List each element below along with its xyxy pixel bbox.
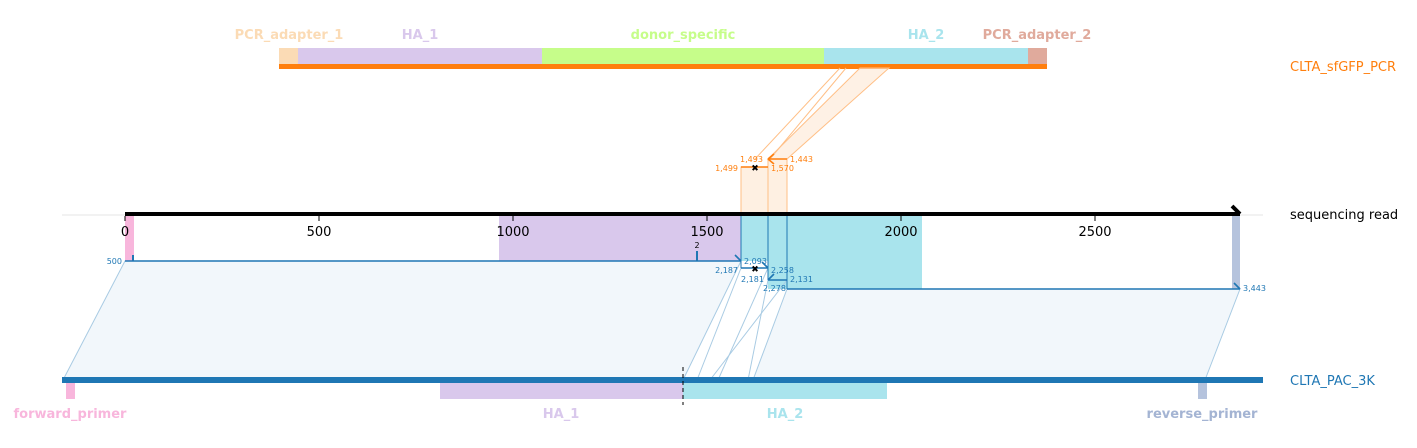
bottom-alignment-segment <box>767 273 787 281</box>
projection-ha-2 <box>768 215 922 289</box>
bottom-alignment-line <box>709 279 788 381</box>
bottom-alignment-line <box>747 279 769 381</box>
top-alignment-label: 1,493 <box>740 155 763 164</box>
projection-forward-primer <box>125 215 134 261</box>
read-feature-projections <box>125 215 1240 289</box>
bottom-feature-label-ha-2: HA_2 <box>767 407 804 422</box>
top-reference-bar <box>279 64 1047 69</box>
top-alignment-line <box>769 67 847 160</box>
bottom-alignment-label: 2,187 <box>715 266 738 275</box>
bottom-alignment-label: 2,093 <box>744 257 767 266</box>
bottom-alignment-mismatch: ✖ <box>751 265 759 275</box>
bottom-alignment-label: 2,131 <box>790 275 813 284</box>
top-alignment-fan <box>766 67 891 160</box>
top-feature-pcr-adapter-1 <box>279 48 298 65</box>
bottom-alignment: ✖ 500 2 2,093 2,187 2,258 2,181 2,131 2,… <box>62 215 1266 381</box>
bottom-reference: forward_primer HA_1 HA_2 reverse_primer … <box>14 367 1375 422</box>
bottom-alignment-segment <box>787 282 1241 290</box>
projection-reverse-primer <box>1232 215 1240 289</box>
top-feature-ha-2 <box>824 48 1028 65</box>
bottom-alignment-label: 2 <box>694 241 699 250</box>
bottom-alignment-line <box>696 267 742 381</box>
top-feature-pcr-adapter-2 <box>1028 48 1047 65</box>
bottom-feature-forward-primer <box>66 383 75 399</box>
top-alignment-mismatch: ✖ <box>751 164 759 174</box>
bottom-alignment-insertion <box>132 251 698 261</box>
axis-tick-label: 2000 <box>884 225 917 240</box>
top-alignment-label: 1,499 <box>715 164 738 173</box>
top-feature-label-ha-2: HA_2 <box>908 28 945 43</box>
top-feature-label-ha-1: HA_1 <box>402 28 439 43</box>
bottom-alignment-label: 500 <box>107 257 122 266</box>
projection-ha-1 <box>499 215 741 261</box>
bottom-feature-reverse-primer <box>1198 383 1207 399</box>
top-alignment: ✖ 1,499 1,493 1,443 1,570 <box>715 67 891 216</box>
bottom-alignment-line <box>717 267 769 381</box>
bottom-feature-label-reverse-primer: reverse_primer <box>1147 407 1259 422</box>
bottom-alignment-label: 3,443 <box>1243 284 1266 293</box>
top-reference-name: CLTA_sfGFP_PCR <box>1290 60 1396 75</box>
sequencing-read: 0 500 1000 1500 2000 2500 sequencing rea… <box>62 204 1398 240</box>
top-reference: PCR_adapter_1 HA_1 donor_specific HA_2 P… <box>235 28 1396 75</box>
bottom-feature-ha-1 <box>440 383 683 399</box>
bottom-alignment-label: 2,278 <box>763 284 786 293</box>
bottom-alignment-label: 2,181 <box>741 275 764 284</box>
top-feature-label-pcr-adapter-2: PCR_adapter_2 <box>983 28 1092 43</box>
bottom-alignment-segment <box>741 261 769 269</box>
axis-tick-label: 1000 <box>496 225 529 240</box>
read-name: sequencing read <box>1290 208 1398 223</box>
bottom-alignment-fan-left <box>62 260 742 381</box>
axis-tick-label: 0 <box>121 225 129 240</box>
top-feature-ha-1 <box>298 48 542 65</box>
bottom-alignment-fan-right <box>752 288 1241 381</box>
bottom-reference-bar <box>62 377 1263 383</box>
bottom-alignment-label: 2,258 <box>771 266 794 275</box>
bottom-feature-ha-2 <box>683 383 887 399</box>
top-alignment-label: 1,443 <box>790 155 813 164</box>
axis-tick-label: 1500 <box>690 225 723 240</box>
bottom-feature-label-forward-primer: forward_primer <box>14 407 128 422</box>
axis-tick-label: 500 <box>307 225 332 240</box>
top-alignment-column <box>740 166 769 216</box>
top-feature-label-donor-specific: donor_specific <box>631 28 736 43</box>
read-arrow-icon <box>1230 204 1242 216</box>
bottom-reference-name: CLTA_PAC_3K <box>1290 374 1375 389</box>
top-feature-donor-specific <box>542 48 824 65</box>
top-alignment-line <box>754 67 841 160</box>
top-alignment-label: 1,570 <box>771 164 794 173</box>
top-feature-label-pcr-adapter-1: PCR_adapter_1 <box>235 28 344 43</box>
bottom-feature-label-ha-1: HA_1 <box>543 407 580 422</box>
read-axis-ticks: 0 500 1000 1500 2000 2500 <box>121 216 1112 240</box>
top-alignment-segment <box>767 153 787 165</box>
projection-ha-2 <box>741 215 768 261</box>
bottom-alignment-segment <box>125 254 742 262</box>
axis-tick-label: 2500 <box>1078 225 1111 240</box>
